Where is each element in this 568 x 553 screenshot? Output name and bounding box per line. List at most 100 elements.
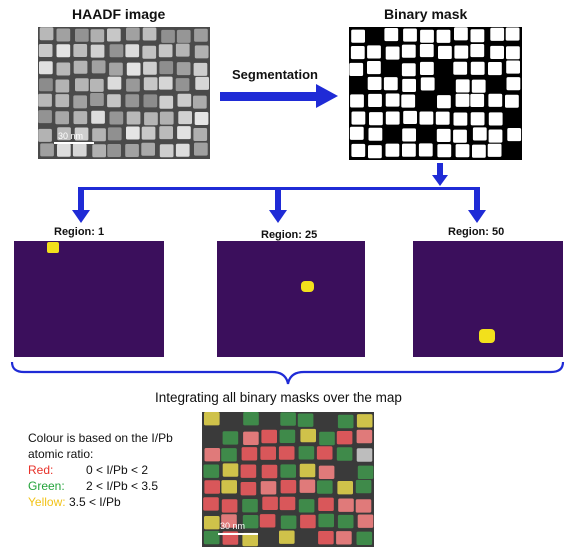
mask-nanocube (505, 95, 519, 108)
haadf-nanocube (107, 29, 121, 42)
mask-nanocube (453, 62, 467, 75)
mask-nanocube (454, 27, 468, 40)
map-nanocube (338, 515, 354, 528)
map-nanocube (300, 515, 316, 528)
map-nanocube (358, 466, 374, 479)
haadf-nanocube (90, 79, 104, 92)
mask-nanocube (351, 144, 365, 157)
haadf-nanocube (176, 78, 190, 91)
map-nanocube (205, 448, 221, 461)
haadf-nanocube (57, 63, 71, 76)
region-1-blob (47, 242, 59, 253)
haadf-nanocube (57, 144, 71, 157)
haadf-nanocube (91, 29, 105, 42)
map-nanocube (337, 447, 353, 460)
haadf-nanocube (125, 144, 139, 157)
haadf-nanocube (55, 94, 69, 107)
mask-nanocube (350, 127, 364, 140)
map-nanocube (300, 429, 316, 442)
mask-nanocube (420, 112, 434, 125)
haadf-nanocube (40, 143, 54, 156)
map-nanocube (243, 515, 259, 528)
mask-nanocube (403, 111, 417, 124)
haadf-nanocube (142, 127, 156, 140)
region-25-blob (301, 281, 314, 292)
coloured-composition-map: 30 nm (202, 412, 374, 547)
mask-nanocube (386, 144, 400, 157)
haadf-nanocube (144, 94, 158, 107)
binary-mask-tiles (349, 27, 522, 160)
map-nanocube (357, 414, 373, 427)
mask-nanocube (454, 113, 468, 126)
haadf-nanocube (160, 144, 174, 157)
binary-mask-image (349, 27, 522, 160)
haadf-nanocube (73, 144, 87, 157)
legend-green-range: 2 < I/Pb < 3.5 (86, 479, 158, 493)
region-25-label: Region: 25 (261, 229, 317, 241)
map-nanocube (299, 446, 315, 459)
map-nanocube (221, 480, 237, 493)
mask-nanocube (367, 61, 381, 74)
map-nanocube (260, 514, 276, 527)
mask-nanocube (437, 129, 451, 142)
binary-mask-title: Binary mask (384, 6, 467, 22)
mask-nanocube (351, 46, 365, 59)
integration-brace (10, 360, 565, 386)
haadf-nanocube (159, 44, 173, 57)
mask-nanocube (369, 128, 383, 141)
haadf-nanocube (127, 112, 141, 125)
colour-legend: Colour is based on the I/Pb atomic ratio… (28, 430, 203, 510)
map-nanocube (356, 499, 372, 512)
mask-nanocube (456, 79, 470, 92)
mask-nanocube (436, 112, 450, 125)
map-nanocube (337, 431, 353, 444)
mask-nanocube (419, 143, 433, 156)
mask-nanocube (386, 112, 400, 125)
map-nanocube (204, 480, 220, 493)
haadf-nanocube (176, 144, 190, 157)
haadf-nanocube (91, 111, 105, 124)
mask-nanocube (349, 63, 363, 76)
map-nanocube (336, 531, 352, 544)
segmentation-label: Segmentation (232, 67, 318, 82)
map-nanocube (300, 464, 316, 477)
haadf-nanocube (57, 29, 71, 42)
haadf-nanocube (75, 29, 89, 42)
haadf-nanocube (92, 128, 106, 141)
haadf-nanocube (159, 126, 173, 139)
haadf-nanocube (91, 45, 105, 58)
haadf-nanocube (109, 63, 123, 76)
region-1-mask (14, 241, 164, 357)
map-nanocube (337, 481, 353, 494)
haadf-nanocube (57, 44, 71, 57)
haadf-nanocube (92, 144, 106, 157)
mask-nanocube (386, 47, 400, 60)
haadf-nanocube (108, 77, 122, 90)
haadf-nanocube (127, 63, 141, 76)
mask-nanocube (402, 144, 416, 157)
mask-nanocube (402, 45, 416, 58)
mask-nanocube (489, 130, 503, 143)
region-1-label: Region: 1 (54, 226, 104, 238)
mask-nanocube (437, 30, 451, 43)
mask-nanocube (488, 94, 502, 107)
haadf-nanocube (73, 95, 87, 108)
map-nanocube (241, 482, 257, 495)
mask-nanocube (488, 144, 502, 157)
legend-yellow-name: Yellow: (28, 495, 66, 509)
haadf-nanocube (125, 44, 139, 57)
mask-nanocube (506, 46, 520, 59)
mask-nanocube (472, 80, 486, 93)
mask-nanocube (472, 145, 486, 158)
haadf-nanocube (73, 44, 87, 57)
mask-nanocube (456, 94, 470, 107)
map-nanocube (280, 497, 296, 510)
haadf-nanocube (39, 78, 53, 91)
map-nanocube (203, 497, 219, 510)
map-scale-bar (218, 533, 258, 535)
haadf-nanocube (110, 112, 124, 125)
region-50-label: Region: 50 (448, 226, 504, 238)
segmentation-arrow (220, 84, 340, 108)
mask-nanocube (368, 145, 382, 158)
map-nanocube (223, 463, 239, 476)
